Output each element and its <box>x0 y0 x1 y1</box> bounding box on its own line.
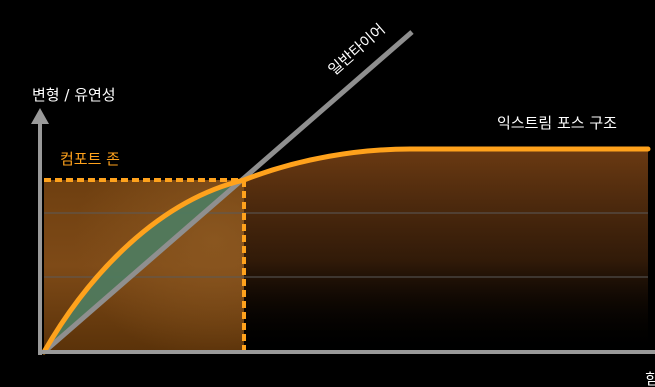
general-tire-label: 일반타이어 <box>325 20 389 79</box>
extreme-force-label: 익스트림 포스 구조 <box>497 114 617 132</box>
general-tire-line <box>42 30 414 354</box>
x-axis-label: 힘 <box>645 370 655 387</box>
extreme-force-area <box>244 149 648 352</box>
comfort-zone-label: 컴포트 존 <box>60 150 120 168</box>
y-axis-label: 변형 / 유연성 <box>32 86 116 104</box>
y-axis-arrow-icon <box>31 108 49 124</box>
